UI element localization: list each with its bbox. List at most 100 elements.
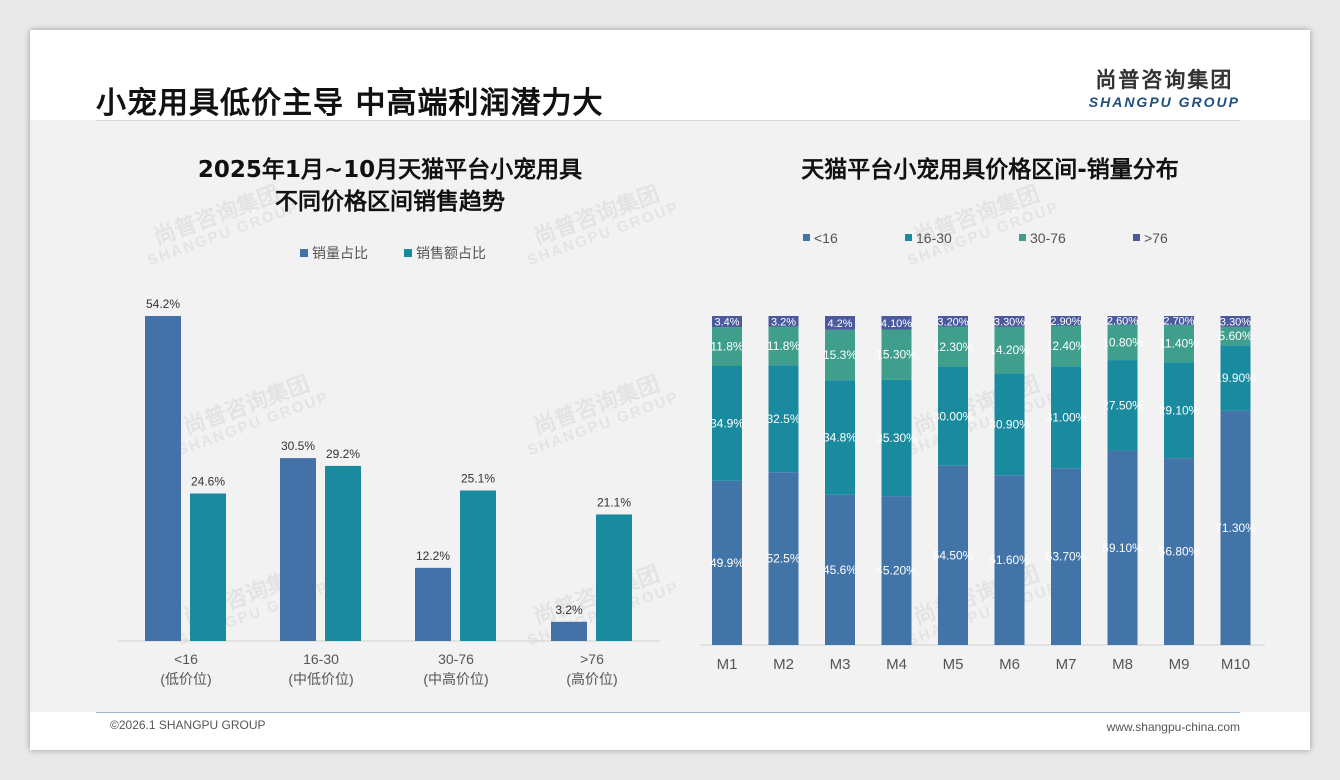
data-label: 2.60%: [1107, 315, 1138, 327]
bar-segment-<16-M5: [938, 465, 968, 645]
legend-label-3: >76: [1144, 230, 1168, 246]
data-label: 4.2%: [827, 318, 852, 330]
left-chart-title: 2025年1月~10月天猫平台小宠用具 不同价格区间销售趋势: [110, 154, 670, 218]
bar-segment-<16-M7: [1051, 468, 1081, 645]
data-label: 30.90%: [989, 417, 1030, 431]
x-tick-label: M4: [886, 656, 907, 673]
bar-segment->76-M4: [881, 316, 912, 330]
data-label: 12.30%: [933, 340, 974, 354]
data-label: 45.6%: [823, 563, 857, 577]
bar-segment->76-M10: [1220, 316, 1251, 327]
data-label: 19.90%: [1215, 371, 1256, 385]
data-label: 53.70%: [1046, 550, 1087, 564]
data-label: 54.2%: [146, 297, 180, 311]
bar-segment-16-30-M6: [994, 373, 1025, 476]
data-label: 59.10%: [1102, 541, 1143, 555]
x-tick-sublabel: (中高价位): [423, 671, 488, 687]
data-label: 52.5%: [766, 552, 800, 566]
data-label: 4.10%: [881, 318, 912, 330]
bar-segment-16-30-M10: [1220, 345, 1251, 411]
data-label: 11.40%: [1159, 337, 1199, 351]
data-label: 31.00%: [1046, 410, 1087, 424]
logo-cn: 尚普咨询集团: [1095, 68, 1234, 92]
legend-swatch-3: [1133, 234, 1140, 241]
x-tick-label: <16: [174, 651, 198, 667]
data-label: 27.50%: [1102, 398, 1143, 412]
data-label: 34.8%: [823, 431, 857, 445]
left-chart-title-line1: 2025年1月~10月天猫平台小宠用具: [197, 157, 583, 183]
bar-segment-<16-M1: [712, 480, 742, 645]
data-label: 35.30%: [876, 431, 917, 445]
bar-segment-30-76-M6: [994, 326, 1025, 374]
data-label: 3.4%: [714, 317, 739, 329]
bar-segment-30-76-M9: [1164, 324, 1194, 363]
bar-segment-<16-M3: [825, 494, 855, 645]
legend-swatch-0: [803, 234, 810, 241]
bar-销量占比-<16: [145, 316, 181, 641]
bar-segment->76-M9: [1164, 316, 1194, 325]
footer-website: www.shangpu-china.com: [1106, 720, 1240, 734]
brand-logo: 尚普咨询集团 SHANGPU GROUP: [1089, 64, 1240, 110]
x-tick-sublabel: (高价位): [566, 671, 617, 687]
x-tick-label: M1: [717, 656, 738, 673]
bar-segment-30-76-M5: [938, 326, 968, 367]
x-tick-label: M2: [773, 656, 794, 673]
bar-segment->76-M7: [1051, 316, 1081, 326]
data-label: 21.1%: [597, 495, 631, 509]
x-tick-label: M9: [1169, 656, 1190, 673]
data-label: 2.90%: [1050, 316, 1081, 328]
bar-销售额占比-16-30: [325, 465, 361, 641]
data-label: 5.60%: [1218, 329, 1252, 343]
bar-segment-30-76-M4: [881, 329, 912, 380]
bar-segment-16-30-M2: [768, 365, 799, 473]
bar-segment->76-M8: [1107, 316, 1138, 325]
data-label: 3.20%: [937, 316, 968, 328]
bar-segment-30-76-M8: [1107, 324, 1138, 361]
data-label: 25.1%: [461, 471, 495, 485]
left-chart-title-line2: 不同价格区间销售趋势: [275, 189, 505, 215]
x-tick-sublabel: (中低价位): [288, 671, 353, 687]
page-title: 小宠用具低价主导 中高端利润潜力大: [96, 86, 604, 121]
bar-segment-16-30-M3: [825, 380, 855, 495]
data-label: 30.5%: [281, 439, 315, 453]
bar-销量占比-30-76: [415, 567, 451, 641]
bar-segment->76-M2: [768, 316, 799, 327]
data-label: 45.20%: [876, 564, 917, 578]
data-label: 12.40%: [1046, 339, 1087, 353]
bar-segment->76-M1: [712, 316, 742, 328]
bar-segment-16-30-M7: [1051, 366, 1081, 469]
legend-label-1: 16-30: [916, 230, 952, 246]
data-label: 3.2%: [555, 603, 583, 617]
bar-销售额占比-30-76: [460, 490, 496, 641]
footer-copyright: ©2026.1 SHANGPU GROUP: [110, 718, 266, 732]
x-tick-label: 30-76: [438, 651, 474, 667]
x-tick-label: M3: [830, 656, 851, 673]
bar-segment-16-30-M9: [1164, 362, 1194, 459]
data-label: 14.20%: [989, 343, 1030, 357]
bar-segment-16-30-M8: [1107, 360, 1138, 451]
legend-swatch-2: [1019, 234, 1026, 241]
legend-label-2: 30-76: [1030, 230, 1066, 246]
header-divider: [96, 120, 1240, 121]
data-label: 24.6%: [191, 474, 225, 488]
bar-销售额占比->76: [596, 514, 632, 641]
data-label: 2.70%: [1163, 315, 1194, 327]
bar-segment-16-30-M4: [881, 379, 912, 497]
data-label: 3.2%: [771, 316, 796, 328]
x-tick-label: M6: [999, 656, 1020, 673]
data-label: 29.2%: [326, 447, 360, 461]
bar-segment-<16-M9: [1164, 458, 1194, 645]
data-label: 10.80%: [1102, 335, 1143, 349]
data-label: 12.2%: [416, 549, 450, 563]
x-tick-label: M10: [1221, 656, 1250, 673]
right-chart-title: 天猫平台小宠用具价格区间-销量分布: [801, 157, 1179, 183]
x-tick-label: M8: [1112, 656, 1133, 673]
data-label: 32.5%: [766, 412, 800, 426]
content-area: [30, 120, 1310, 712]
bar-segment-<16-M4: [881, 496, 912, 645]
footer-divider: [96, 712, 1240, 713]
logo-en: SHANGPU GROUP: [1088, 94, 1240, 110]
bar-segment->76-M3: [825, 316, 855, 330]
legend-label-1: 销售额占比: [416, 245, 486, 261]
